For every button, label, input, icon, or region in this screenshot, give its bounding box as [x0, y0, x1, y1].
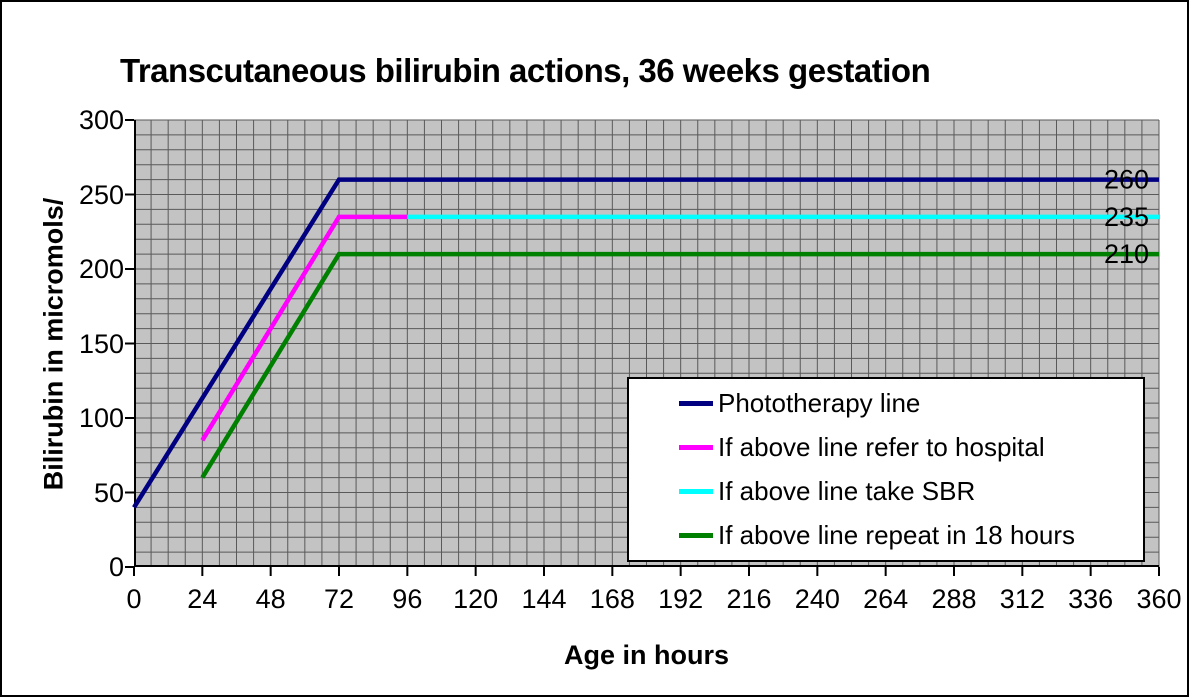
x-tick-label: 216: [726, 584, 772, 614]
x-tick-label: 360: [1136, 584, 1182, 614]
legend-item-4: If above line repeat in 18 hours: [629, 514, 1143, 558]
series-line-2: [200, 214, 408, 442]
value-label: 235: [1104, 202, 1149, 232]
y-tick-label: 100: [78, 403, 124, 433]
y-tick-label: 50: [93, 477, 124, 508]
x-tick-label: 144: [521, 584, 567, 614]
legend-label: If above line refer to hospital: [718, 431, 1045, 462]
y-tick-label: 250: [78, 179, 124, 210]
legend-line-swatch-icon: [679, 533, 713, 539]
value-label: 210: [1104, 239, 1149, 269]
y-tick-label: 200: [78, 254, 124, 284]
x-axis-title: Age in hours: [563, 640, 729, 670]
legend-label: If above line take SBR: [718, 476, 976, 507]
chart-title: Transcutaneous bilirubin actions, 36 wee…: [120, 52, 931, 89]
x-tick-label: 192: [658, 584, 704, 614]
y-tick-label: 150: [78, 328, 124, 359]
legend: Phototherapy line If above line refer to …: [627, 377, 1145, 562]
y-tick-label: 300: [78, 105, 124, 135]
legend-item-3: If above line take SBR: [629, 470, 1143, 514]
legend-line-swatch-icon: [679, 489, 713, 495]
x-tick-label: 120: [453, 584, 499, 614]
x-tick-label: 0: [126, 584, 142, 614]
legend-line-swatch-icon: [679, 444, 713, 450]
legend-item-2: If above line refer to hospital: [629, 425, 1143, 469]
x-tick-label: 96: [392, 584, 423, 614]
x-tick-label: 24: [187, 584, 218, 614]
legend-line-swatch-icon: [679, 400, 713, 406]
x-tick-label: 48: [255, 584, 286, 614]
legend-item-1: Phototherapy line: [629, 381, 1143, 425]
x-tick-label: 312: [999, 584, 1045, 614]
x-tick-label: 168: [589, 584, 635, 614]
x-tick-label: 240: [794, 584, 840, 614]
x-tick-label: 72: [323, 584, 355, 614]
x-tick-label: 288: [931, 584, 977, 614]
legend-label: Phototherapy line: [718, 387, 921, 418]
legend-label: If above line repeat in 18 hours: [718, 520, 1076, 551]
y-tick-label: 0: [108, 552, 124, 582]
series-line-1: [132, 177, 1159, 509]
value-label: 260: [1104, 165, 1149, 195]
series-line-4: [200, 251, 1159, 479]
x-tick-label: 336: [1068, 584, 1114, 614]
x-tick-label: 264: [863, 584, 909, 614]
